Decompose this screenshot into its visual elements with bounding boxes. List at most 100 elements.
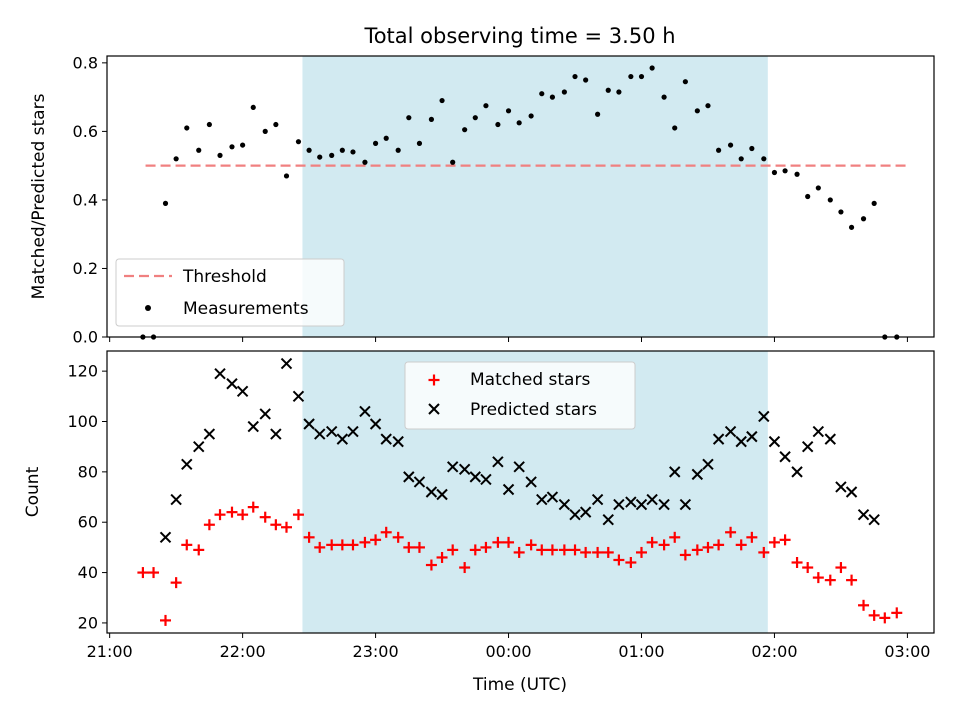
predicted-point xyxy=(812,425,825,438)
matched-point xyxy=(625,557,637,568)
matched-point xyxy=(137,567,149,579)
predicted-point xyxy=(236,385,249,397)
predicted-point-b xyxy=(446,461,459,473)
legend-plus-marker xyxy=(428,374,440,386)
matched-point xyxy=(758,546,770,558)
predicted-point-b xyxy=(791,466,803,478)
predicted-point-b xyxy=(579,506,592,518)
predicted-point xyxy=(270,428,282,440)
matched-point xyxy=(380,526,392,538)
predicted-point xyxy=(791,466,803,478)
matched-stars-series xyxy=(137,501,903,626)
predicted-point-b xyxy=(835,481,847,493)
predicted-point xyxy=(669,466,681,478)
predicted-point xyxy=(303,418,315,430)
measurement-point xyxy=(539,91,545,97)
predicted-point xyxy=(625,496,637,508)
measurement-point xyxy=(240,142,246,148)
measurement-point xyxy=(871,200,877,206)
predicted-point-b xyxy=(691,468,704,481)
matched-point xyxy=(858,599,870,611)
top-panel: 0.00.20.40.60.8 Matched/Predicted stars … xyxy=(29,53,935,347)
measurement-point xyxy=(827,197,833,203)
matched-point xyxy=(725,526,737,538)
predicted-point xyxy=(226,378,238,390)
measurement-point xyxy=(350,149,356,155)
top-ylabel: Matched/Predicted stars xyxy=(29,93,49,299)
matched-point xyxy=(536,544,548,556)
matched-point xyxy=(558,544,570,556)
matched-point xyxy=(480,541,492,553)
matched-point xyxy=(413,541,425,553)
measurement-point xyxy=(329,152,335,158)
matched-point xyxy=(436,551,448,563)
predicted-point xyxy=(347,425,359,438)
matched-point xyxy=(735,539,747,551)
matched-point xyxy=(193,544,205,556)
matched-point xyxy=(835,562,847,574)
predicted-point xyxy=(779,451,791,463)
measurement-point xyxy=(395,147,401,153)
measurement-point xyxy=(682,79,688,85)
bottom-axis-ticks: 20 40 60 80 100 120 21:00 22:00 23:00 00:00 01:00 0… xyxy=(67,362,930,661)
matched-point xyxy=(226,506,238,518)
predicted-point-b xyxy=(359,405,371,418)
measurement-point xyxy=(462,127,468,133)
predicted-point-b xyxy=(602,513,614,526)
matched-point xyxy=(791,557,803,568)
matched-point xyxy=(314,541,326,553)
predicted-point xyxy=(746,430,758,443)
measurement-point xyxy=(217,152,223,158)
measurement-point xyxy=(815,185,821,191)
predicted-point xyxy=(170,493,182,506)
bottom-axes-frame xyxy=(106,350,935,634)
matched-point xyxy=(214,509,226,521)
measurement-point xyxy=(229,144,235,150)
y-tick-label-1-2: 60 xyxy=(78,513,98,532)
predicted-point xyxy=(413,476,426,488)
matched-point xyxy=(546,544,558,556)
measurement-point xyxy=(206,121,212,128)
measurement-point xyxy=(616,89,622,95)
matched-point xyxy=(303,531,315,543)
measurement-point xyxy=(416,140,423,146)
predicted-point xyxy=(536,493,548,506)
matched-point xyxy=(679,549,691,561)
measurement-point xyxy=(583,77,589,83)
predicted-point xyxy=(203,428,216,440)
measurement-point xyxy=(794,171,800,177)
y-tick-label-1-5: 120 xyxy=(67,362,98,381)
predicted-point xyxy=(392,435,404,448)
measurement-point xyxy=(317,154,323,160)
bottom-ylabel: Count xyxy=(23,466,43,517)
x-tick-label-5: 02:00 xyxy=(751,642,797,661)
measurement-point xyxy=(439,97,445,104)
matched-point xyxy=(469,544,481,556)
x-tick-label-2: 23:00 xyxy=(353,642,399,661)
predicted-point xyxy=(469,471,482,483)
legend-x-marker-b xyxy=(428,403,440,415)
predicted-point xyxy=(513,461,525,473)
predicted-point-b xyxy=(458,463,471,476)
measurement-point xyxy=(406,115,412,121)
bottom-panel: 20 40 60 80 100 120 21:00 22:00 23:00 00:00 01:00 0… xyxy=(23,350,935,661)
measurements-series xyxy=(140,65,900,340)
predicted-point xyxy=(280,357,293,370)
matched-point xyxy=(713,539,725,551)
predicted-point xyxy=(658,498,670,511)
matched-point xyxy=(370,534,382,546)
predicted-point xyxy=(712,433,725,445)
predicted-point xyxy=(436,488,448,501)
measurement-point xyxy=(838,209,844,215)
measurement-point xyxy=(572,73,578,80)
predicted-point-b xyxy=(236,385,249,397)
measurement-point xyxy=(162,200,169,206)
predicted-point xyxy=(702,458,714,471)
matched-point xyxy=(347,539,359,551)
legend-measurements-label: Measurements xyxy=(183,299,309,319)
predicted-point-b xyxy=(779,451,791,463)
measurement-point xyxy=(716,147,722,153)
matched-point xyxy=(513,546,525,558)
measurement-point xyxy=(549,94,556,100)
